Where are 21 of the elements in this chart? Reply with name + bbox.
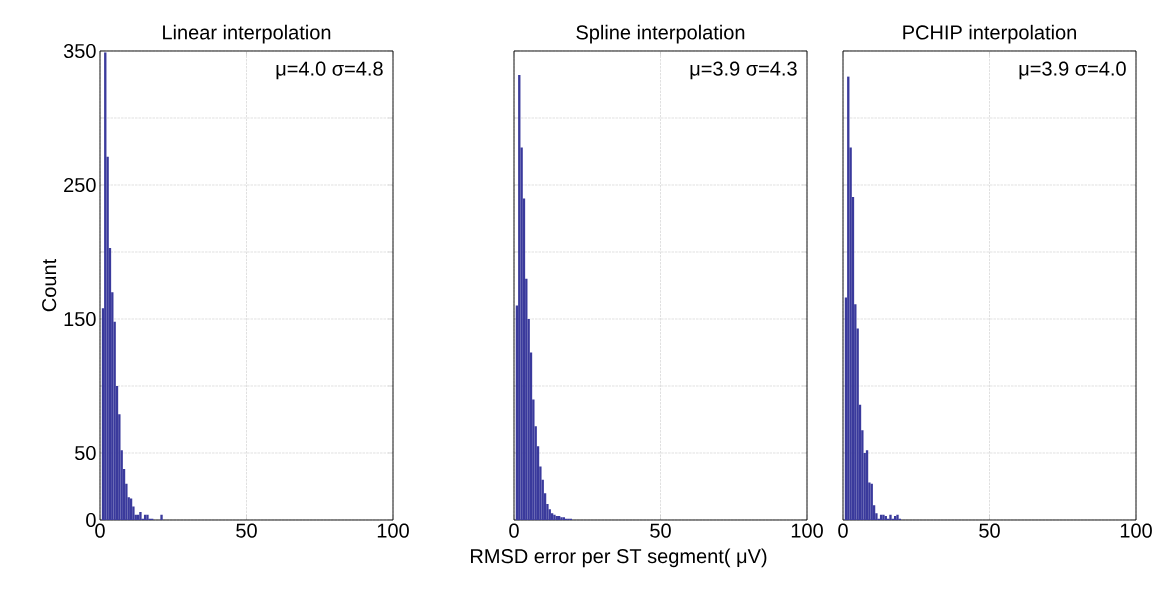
y-tick-label: 50: [75, 445, 96, 461]
annotation: μ=4.0 σ=4.8: [276, 61, 383, 80]
x-tick-label: 0: [838, 523, 848, 538]
x-tick-label: 50: [236, 523, 257, 538]
x-tick-label: 100: [1120, 523, 1152, 538]
chart-title: Linear interpolation: [163, 24, 331, 44]
annotation: μ=3.9 σ=4.0: [1019, 61, 1126, 80]
chart-title: Spline interpolation: [576, 24, 745, 44]
x-tick-label: 100: [791, 523, 823, 538]
y-tick-label: 150: [64, 311, 96, 327]
annotation: μ=3.9 σ=4.3: [690, 61, 797, 80]
chart-title: PCHIP interpolation: [903, 24, 1076, 44]
x-tick-label: 100: [377, 523, 409, 538]
y-tick-label: 350: [63, 43, 96, 59]
y-tick-label: 250: [64, 177, 96, 193]
x-tick-label: 0: [509, 523, 519, 538]
y-tick-label: 0: [86, 512, 96, 528]
x-tick-label: 50: [650, 523, 671, 538]
y-axis-title: Count: [42, 258, 57, 312]
x-axis-title: RMSD error per ST segment( μV): [471, 548, 767, 568]
x-tick-label: 50: [979, 523, 1000, 538]
